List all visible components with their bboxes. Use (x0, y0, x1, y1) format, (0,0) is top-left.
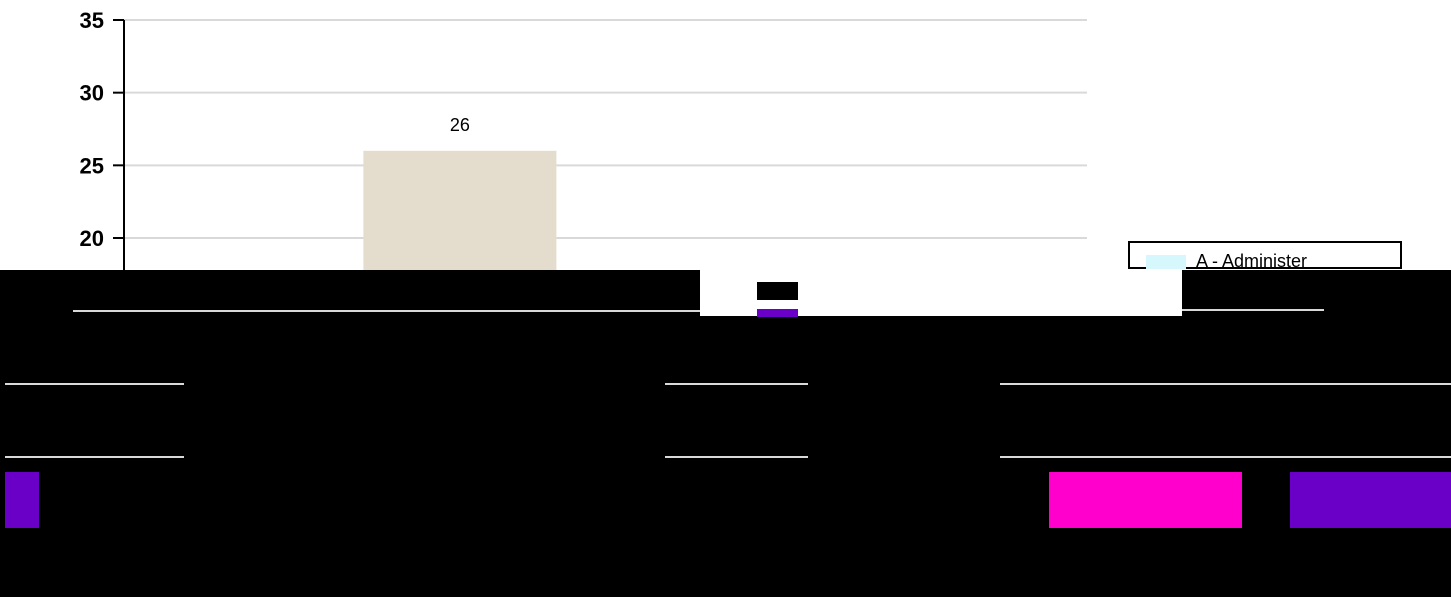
purple-bar-fragment (5, 472, 39, 528)
grid-lines (124, 19, 1087, 239)
legend-swatch (1146, 255, 1186, 269)
artifact-line (1000, 456, 1451, 458)
artifact-line (5, 456, 184, 458)
y-tick-label: 25 (80, 153, 104, 178)
y-tick-label: 30 (80, 81, 104, 106)
artifact-dark-line (900, 316, 1182, 318)
bar-value-label: 26 (450, 115, 470, 135)
occlusion-block-main (0, 270, 1451, 597)
artifact-line (665, 456, 808, 458)
artifact-line (1000, 383, 1451, 385)
artifact-dark-swatch (757, 282, 798, 300)
legend: A - Administer (1128, 241, 1402, 271)
purple-bar-fragment (1290, 472, 1451, 528)
magenta-bar-fragment (1049, 472, 1242, 528)
y-tick-label: 35 (80, 8, 104, 33)
data-labels: 26 (450, 115, 470, 135)
legend-label: A - Administer (1196, 251, 1308, 271)
artifact-line (5, 383, 184, 385)
artifact-line (73, 310, 700, 312)
artifact-line (1182, 309, 1324, 311)
artifact-purple-swatch (757, 309, 798, 317)
y-tick-label: 20 (80, 226, 104, 251)
artifact-line (665, 383, 808, 385)
y-axis-ticks: 20 25 30 35 (80, 8, 124, 251)
